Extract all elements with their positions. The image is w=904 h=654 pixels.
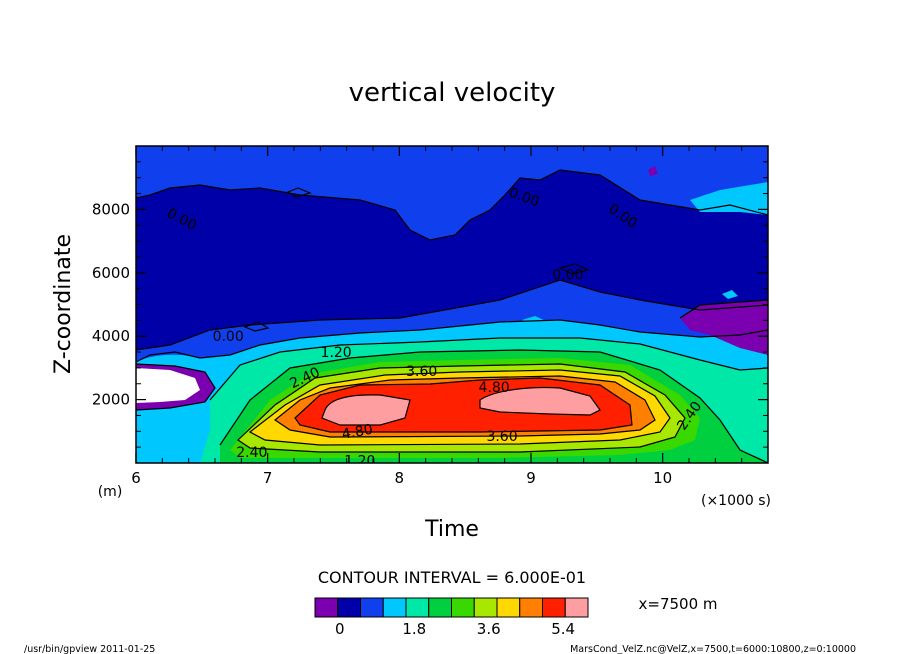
x-tick-label: 7 xyxy=(263,469,273,487)
y-tick-label: 2000 xyxy=(92,391,130,409)
contour-lines xyxy=(136,169,768,463)
colorbar-swatch xyxy=(473,597,498,618)
contour-label: 4.80 xyxy=(341,422,374,443)
contour-band-pink xyxy=(480,387,600,415)
footer-right: MarsCond_VelZ.nc@VelZ,x=7500,t=6000:1080… xyxy=(570,644,856,654)
y-tick-label: 4000 xyxy=(92,327,130,345)
contour-label: 3.60 xyxy=(406,364,437,380)
contour-band-pink xyxy=(322,394,410,425)
contour-line xyxy=(679,299,768,319)
contour-line xyxy=(136,363,216,411)
contour-line xyxy=(248,369,671,446)
contour-line xyxy=(321,394,411,426)
contour-line xyxy=(209,337,768,401)
colorbar-swatch xyxy=(337,597,361,618)
x-axis-label: Time xyxy=(424,517,479,542)
colorbar-swatch xyxy=(382,597,407,618)
contour-field xyxy=(136,146,768,463)
contour-line xyxy=(286,187,312,198)
x-tick-label: 6 xyxy=(131,469,141,487)
colorbar: 0 1.8 3.6 5.4 xyxy=(314,597,589,638)
colorbar-tick-label: 1.8 xyxy=(402,620,426,638)
undefined-region xyxy=(136,368,200,403)
colorbar-swatch xyxy=(519,597,543,618)
x-tick-label: 8 xyxy=(395,469,405,487)
colorbar-swatch xyxy=(360,597,384,618)
contour-label: 4.80 xyxy=(479,380,510,396)
contour-line xyxy=(237,363,686,453)
contour-band-purple xyxy=(648,166,658,176)
x-unit-label: (×1000 s) xyxy=(701,493,771,509)
contour-line xyxy=(558,263,590,275)
y-unit-label: (m) xyxy=(98,484,123,500)
colorbar-tick-label: 0 xyxy=(335,620,345,638)
contour-label: 1.20 xyxy=(344,453,375,469)
colorbar-swatch xyxy=(314,597,339,618)
contour-line xyxy=(243,321,270,332)
contour-label: 0.00 xyxy=(213,329,244,345)
contour-band-cyan xyxy=(690,182,768,215)
colorbar-swatch xyxy=(542,597,566,618)
chart-title: vertical velocity xyxy=(349,78,556,108)
contour-band-cyan xyxy=(722,290,738,299)
footer-left: /usr/bin/gpview 2011-01-25 xyxy=(24,644,155,654)
contour-label: 0.00 xyxy=(552,267,583,283)
contour-line xyxy=(136,319,768,363)
colorbar-swatch xyxy=(564,597,589,618)
x-tick-label: 9 xyxy=(526,469,536,487)
contour-interval-text: CONTOUR INTERVAL = 6.000E-01 xyxy=(318,568,586,587)
contour-line xyxy=(273,375,656,438)
colorbar-tick-label: 3.6 xyxy=(477,620,501,638)
axis-ticks: 6 7 8 9 10 2000 4000 6000 8000 xyxy=(92,146,769,487)
contour-line xyxy=(136,279,768,351)
colorbar-tick-label: 5.4 xyxy=(551,620,575,638)
contour-line xyxy=(219,349,768,463)
contour-band-upper-lighter xyxy=(136,146,768,240)
colorbar-swatch xyxy=(496,597,521,618)
contour-label: 2.40 xyxy=(236,445,267,461)
contour-line xyxy=(479,386,601,416)
colorbar-swatch xyxy=(428,597,452,618)
contour-label: 1.20 xyxy=(321,345,352,361)
x-tick-label: 10 xyxy=(653,469,672,487)
y-tick-label: 6000 xyxy=(92,264,130,282)
contour-line xyxy=(136,169,768,241)
colorbar-swatch xyxy=(405,597,430,618)
contour-line xyxy=(294,377,633,433)
contour-band-purple xyxy=(680,300,768,355)
y-axis-label: Z-coordinate xyxy=(51,234,76,374)
y-tick-label: 8000 xyxy=(92,200,130,218)
x-position-annotation: x=7500 m xyxy=(639,595,718,613)
contour-label: 3.60 xyxy=(486,429,517,445)
colorbar-swatch xyxy=(451,597,475,618)
